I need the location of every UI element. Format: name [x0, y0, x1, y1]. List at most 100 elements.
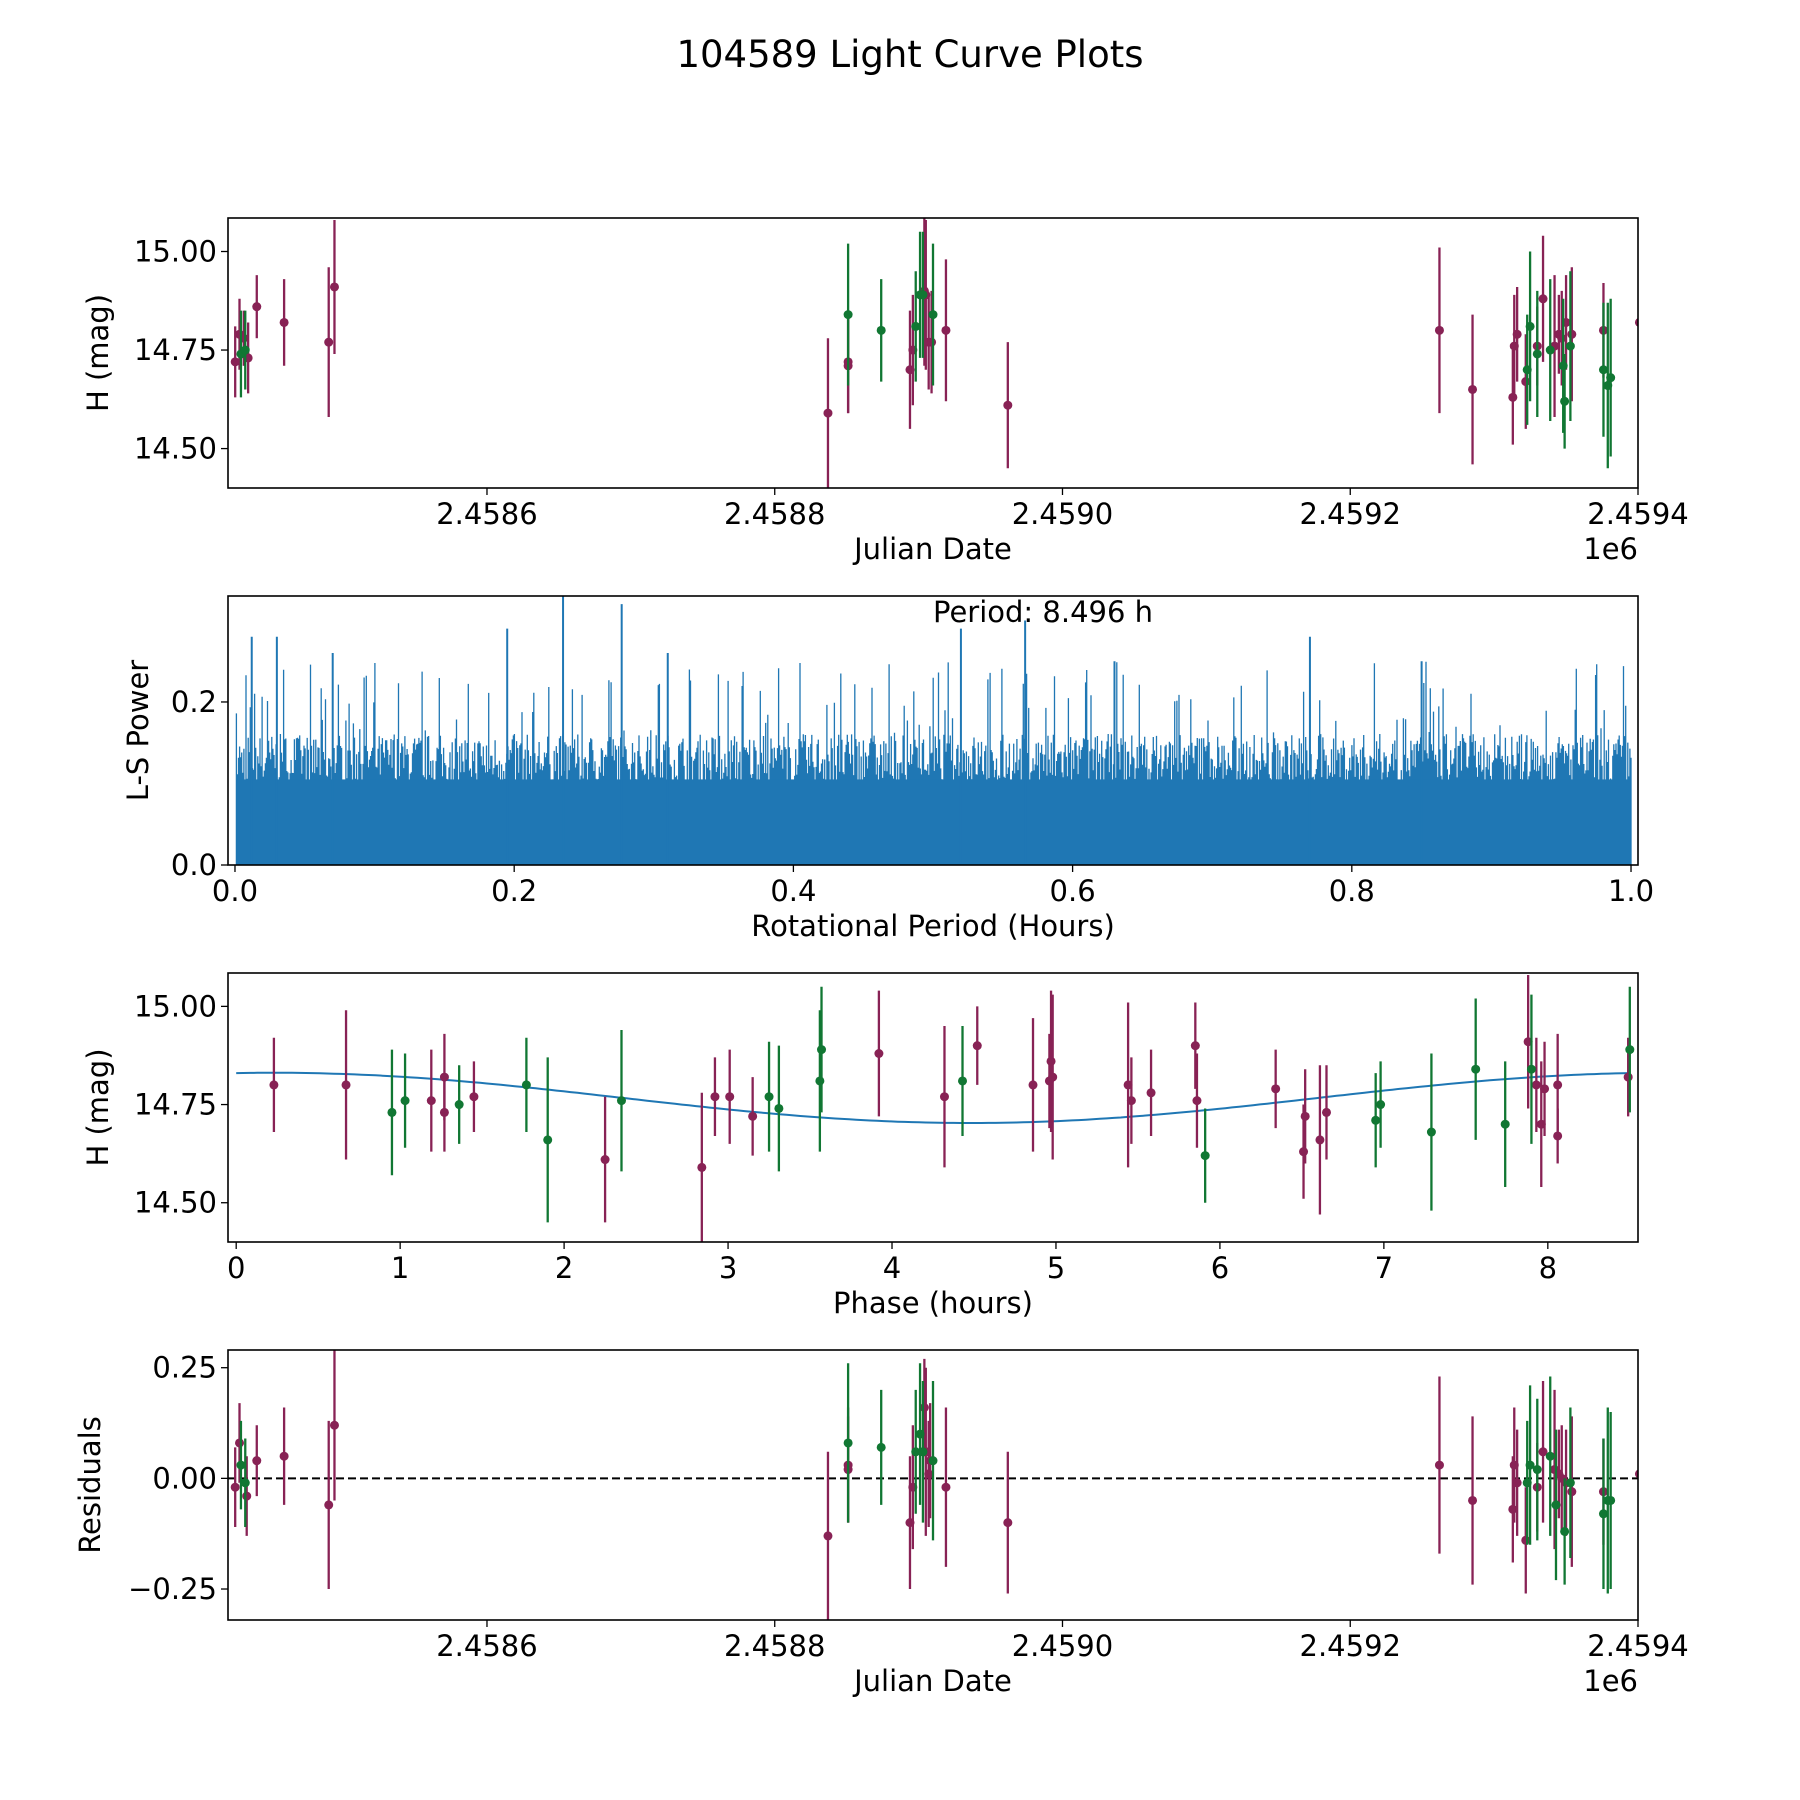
- data-point: [1598, 365, 1608, 375]
- panel-lightcurve: 2.4586 2.4588 2.4590 2.4592 2.4594 14.50 14.75…: [81, 217, 1689, 566]
- x-tick-label: 2.4594: [1587, 1629, 1688, 1663]
- data-point: [911, 1447, 921, 1457]
- data-point: [279, 317, 289, 327]
- x-tick-label: 2: [555, 1251, 573, 1285]
- data-point: [1532, 349, 1542, 359]
- data-point: [454, 1100, 464, 1110]
- data-point: [710, 1092, 720, 1102]
- data-point: [876, 1442, 886, 1452]
- data-point: [230, 1482, 240, 1492]
- y-tick-label: 0.0: [171, 848, 217, 882]
- y-tick-label: 14.50: [134, 1186, 217, 1220]
- data-point: [1557, 333, 1567, 343]
- data-point: [1560, 396, 1570, 406]
- x-tick-label: 4: [883, 1251, 901, 1285]
- y-tick-label: 14.75: [134, 333, 217, 367]
- data-point: [1545, 1451, 1555, 1461]
- y-tick-label: 0.25: [152, 1351, 217, 1385]
- data-point: [817, 1045, 827, 1055]
- series-filter-a: [269, 974, 1633, 1242]
- x-tick-label: 2.4590: [1012, 497, 1113, 531]
- data-point: [1468, 384, 1478, 394]
- y-axis-label: H (mag): [81, 1048, 115, 1166]
- data-point: [1538, 294, 1548, 304]
- data-point: [1553, 1080, 1563, 1090]
- x-tick-label: 0.2: [491, 874, 537, 908]
- data-point: [1434, 325, 1444, 335]
- x-tick-label: 0.4: [770, 874, 816, 908]
- data-point: [240, 1478, 250, 1488]
- data-point: [1558, 361, 1568, 371]
- data-point: [918, 290, 928, 300]
- data-point: [387, 1107, 397, 1117]
- data-point: [236, 1460, 246, 1470]
- data-point: [1434, 1460, 1444, 1470]
- data-point: [1565, 1478, 1575, 1488]
- ls-power-fill: [236, 779, 1632, 865]
- data-point: [941, 325, 951, 335]
- data-point: [426, 1096, 436, 1106]
- y-axis-label: Residuals: [73, 1416, 107, 1554]
- data-point: [928, 310, 938, 320]
- data-point: [748, 1111, 758, 1121]
- series-filter-b: [236, 231, 1616, 469]
- data-point: [823, 408, 833, 418]
- data-point: [1028, 1080, 1038, 1090]
- data-point: [1560, 1526, 1570, 1536]
- x-tick-label: 1: [391, 1251, 409, 1285]
- data-point: [439, 1107, 449, 1117]
- panel-residuals: 2.4586 2.4588 2.4590 2.4592 2.4594 −0.25 0.00 0…: [73, 1349, 1689, 1698]
- data-point: [1634, 1469, 1638, 1479]
- data-point: [1521, 1535, 1531, 1545]
- data-point: [919, 1403, 929, 1413]
- data-point: [1046, 1056, 1056, 1066]
- data-point: [1299, 1147, 1309, 1157]
- data-point: [939, 1092, 949, 1102]
- y-tick-label: 14.50: [134, 432, 217, 466]
- data-point: [1146, 1088, 1156, 1098]
- data-point: [874, 1049, 884, 1059]
- data-point: [1321, 1107, 1331, 1117]
- data-point: [1567, 329, 1577, 339]
- data-point: [1531, 1080, 1541, 1090]
- axes-frame: [227, 1349, 1639, 1621]
- data-point: [1192, 1096, 1202, 1106]
- data-point: [269, 1080, 279, 1090]
- data-point: [1471, 1064, 1481, 1074]
- data-point: [1565, 341, 1575, 351]
- x-tick-label: 0.0: [212, 874, 258, 908]
- data-point: [543, 1135, 553, 1145]
- data-point: [1512, 329, 1522, 339]
- sine-model-curve: [236, 1071, 1630, 1124]
- x-offset-label: 1e6: [1583, 1664, 1638, 1698]
- data-point: [1126, 1096, 1136, 1106]
- data-point: [1468, 1495, 1478, 1505]
- x-tick-label: 2.4586: [436, 1629, 537, 1663]
- panel-phase: 0 1 2 3 4 5 6 7 8 14.50 14.75 15.00 Phase (hours) H (…: [81, 972, 1639, 1320]
- axes-frame: [227, 972, 1639, 1243]
- data-point: [697, 1162, 707, 1172]
- data-point: [918, 1447, 928, 1457]
- series-filter-a: [230, 1350, 1638, 1620]
- data-point: [1525, 321, 1535, 331]
- data-point: [521, 1080, 531, 1090]
- x-tick-label: 2.4592: [1300, 1629, 1401, 1663]
- x-offset-label: 1e6: [1583, 532, 1638, 566]
- data-point: [764, 1092, 774, 1102]
- data-point: [1634, 318, 1638, 327]
- panel-periodogram: Period: 8.496 h 0.0 0.2 0.4 0.6 0.8 1.0 0.0 0.2 R…: [121, 595, 1654, 943]
- plot-area: [235, 596, 1632, 865]
- x-tick-label: 1.0: [1608, 874, 1654, 908]
- data-point: [1545, 345, 1555, 355]
- axes-frame: [227, 595, 1639, 866]
- data-point: [1300, 1111, 1310, 1121]
- plot-area: [236, 974, 1635, 1242]
- x-tick-label: 0.6: [1050, 874, 1096, 908]
- period-annotation: Period: 8.496 h: [933, 595, 1153, 629]
- data-point: [230, 357, 240, 367]
- data-point: [941, 1482, 951, 1492]
- y-tick-label: 0.00: [152, 1461, 217, 1495]
- series-filter-b: [387, 986, 1635, 1223]
- x-tick-label: 0: [227, 1251, 245, 1285]
- data-point: [324, 1500, 334, 1510]
